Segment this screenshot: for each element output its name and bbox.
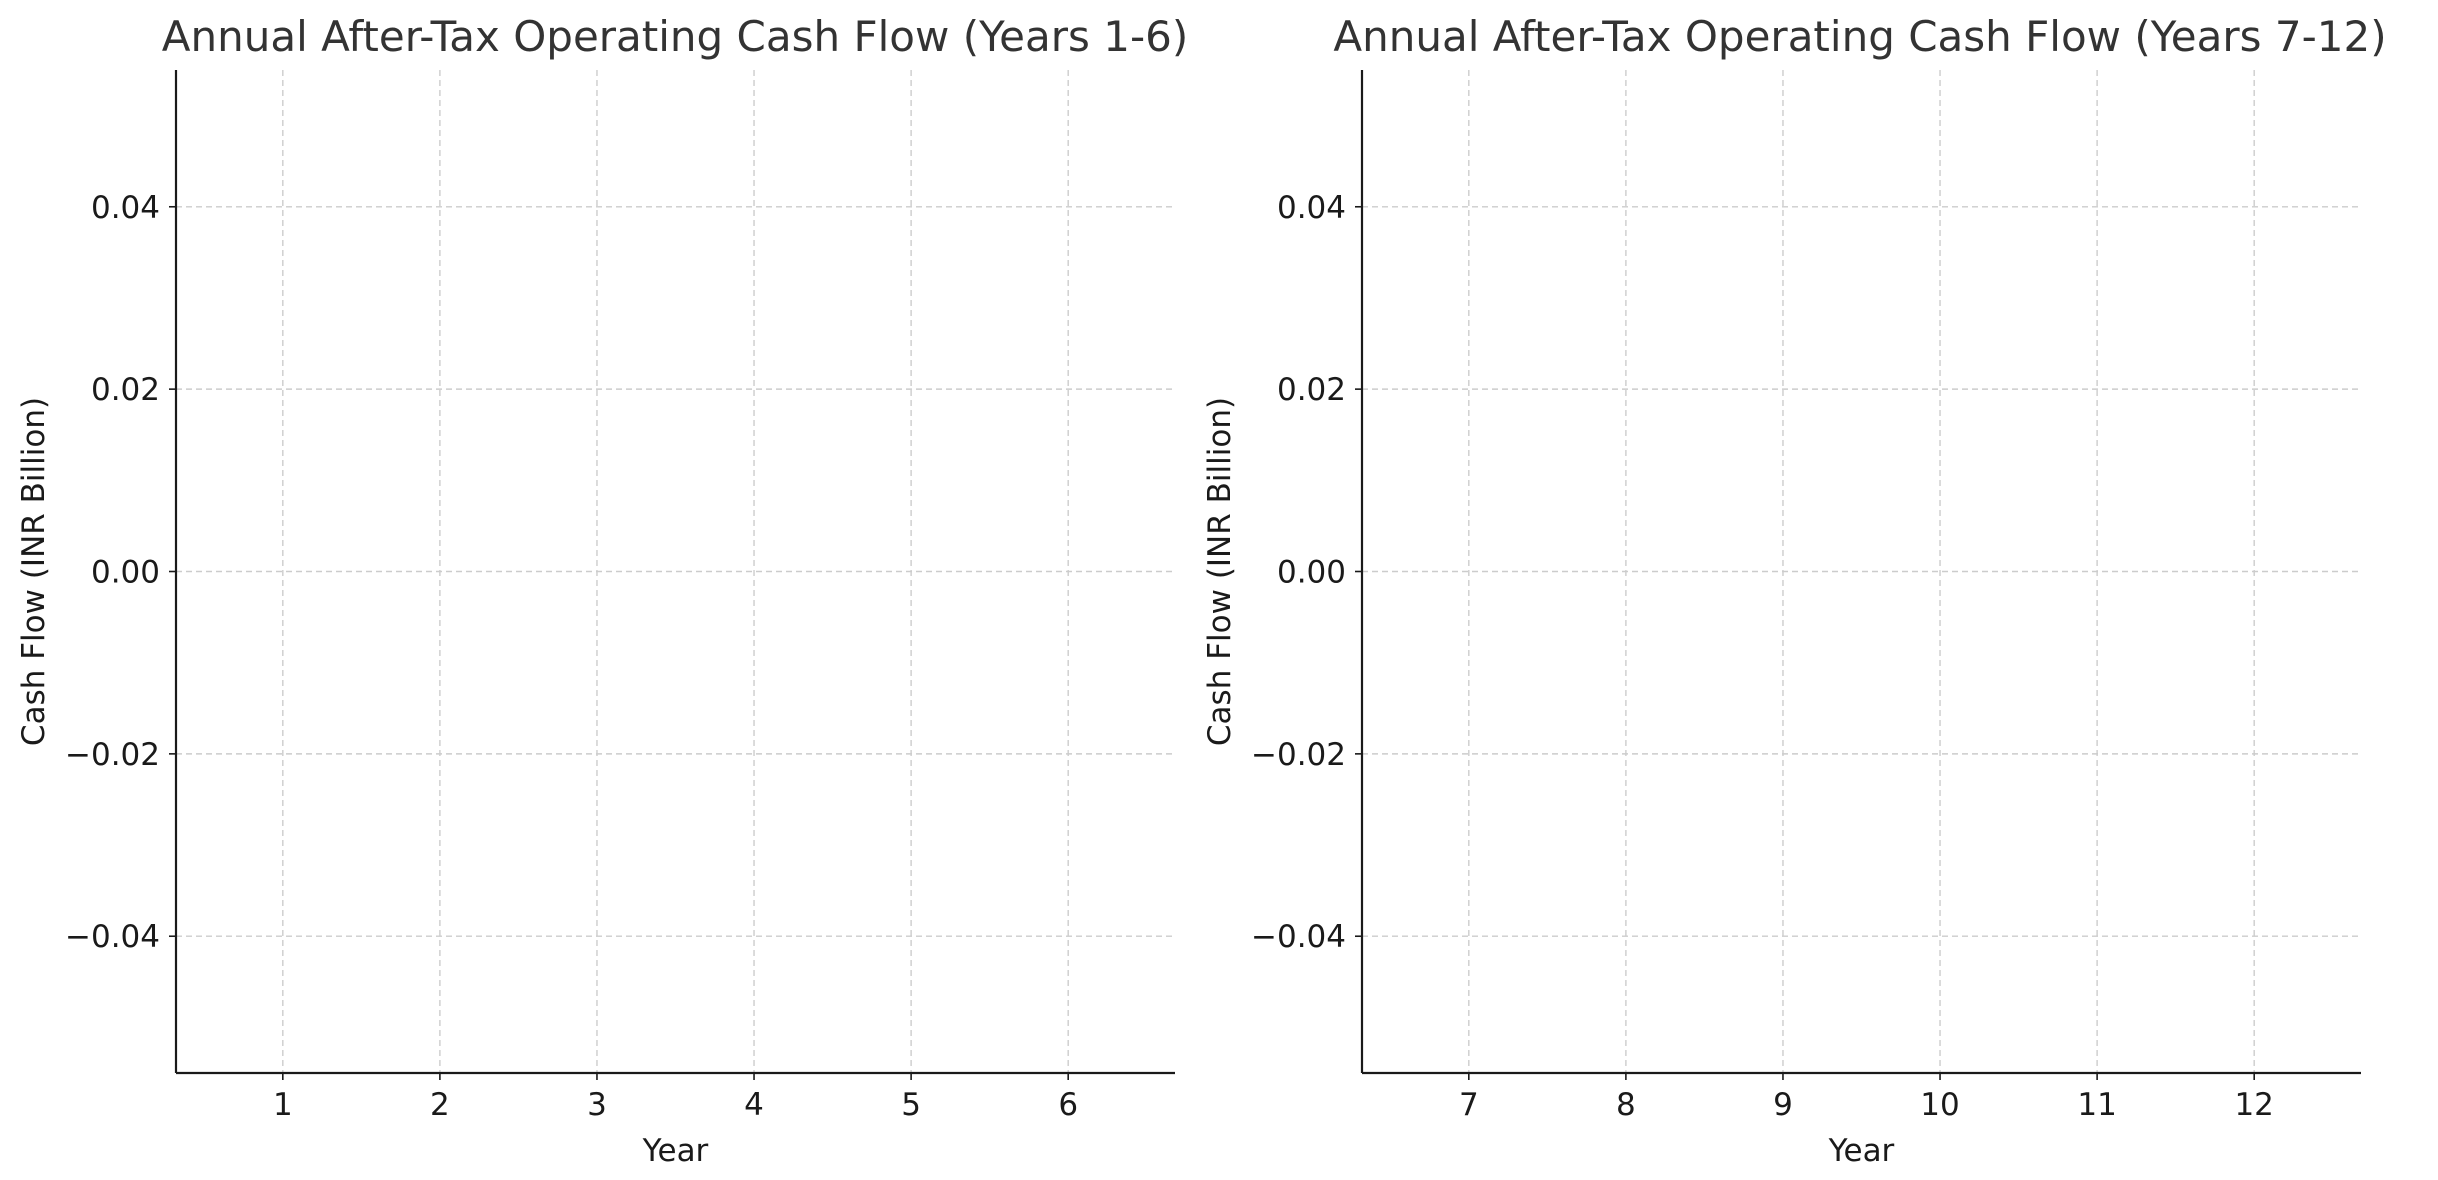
axes	[1355, 70, 2361, 1080]
x-tick-label: 3	[587, 1087, 607, 1123]
y-tick-label: −0.02	[65, 737, 160, 773]
gridlines	[176, 70, 1175, 1073]
y-tick-label: −0.02	[1251, 737, 1346, 773]
y-tick-label: 0.02	[91, 372, 160, 408]
x-tick-label: 5	[901, 1087, 921, 1123]
x-tick-label: 2	[430, 1087, 450, 1123]
y-tick-label: −0.04	[65, 919, 160, 955]
y-tick-label: 0.04	[1277, 190, 1346, 226]
x-tick-label: 1	[273, 1087, 293, 1123]
x-tick-label: 9	[1773, 1087, 1793, 1123]
y-tick-label: −0.04	[1251, 919, 1346, 955]
panel-right: 7 8 9 10 11 12 0.04 0.02 0.00 −0.02 −0.04 Annual …	[1202, 12, 2387, 1169]
x-tick-labels: 1 2 3 4 5 6	[273, 1087, 1078, 1123]
x-tick-label: 7	[1459, 1087, 1479, 1123]
x-tick-label: 8	[1616, 1087, 1636, 1123]
x-tick-label: 12	[2234, 1087, 2273, 1123]
y-axis-label: Cash Flow (INR Billion)	[16, 397, 52, 746]
panel-left: 1 2 3 4 5 6 0.04 0.02 0.00 −0.02 −0.04 Annual Aft…	[16, 12, 1188, 1169]
y-tick-label: 0.00	[91, 555, 160, 591]
y-tick-label: 0.04	[91, 190, 160, 226]
x-axis-label: Year	[1828, 1133, 1895, 1169]
x-tick-label: 4	[744, 1087, 764, 1123]
gridlines	[1362, 70, 2361, 1073]
y-tick-labels: 0.04 0.02 0.00 −0.02 −0.04	[65, 190, 160, 955]
x-tick-label: 11	[2077, 1087, 2116, 1123]
x-tick-labels: 7 8 9 10 11 12	[1459, 1087, 2274, 1123]
y-tick-labels: 0.04 0.02 0.00 −0.02 −0.04	[1251, 190, 1346, 955]
y-tick-label: 0.02	[1277, 372, 1346, 408]
chart-title: Annual After-Tax Operating Cash Flow (Ye…	[1333, 12, 2386, 61]
y-axis-label: Cash Flow (INR Billion)	[1202, 397, 1238, 746]
x-axis-label: Year	[642, 1133, 709, 1169]
axes	[169, 70, 1175, 1080]
x-tick-label: 10	[1920, 1087, 1959, 1123]
chart-title: Annual After-Tax Operating Cash Flow (Ye…	[162, 12, 1188, 61]
y-tick-label: 0.00	[1277, 555, 1346, 591]
x-tick-label: 6	[1058, 1087, 1078, 1123]
